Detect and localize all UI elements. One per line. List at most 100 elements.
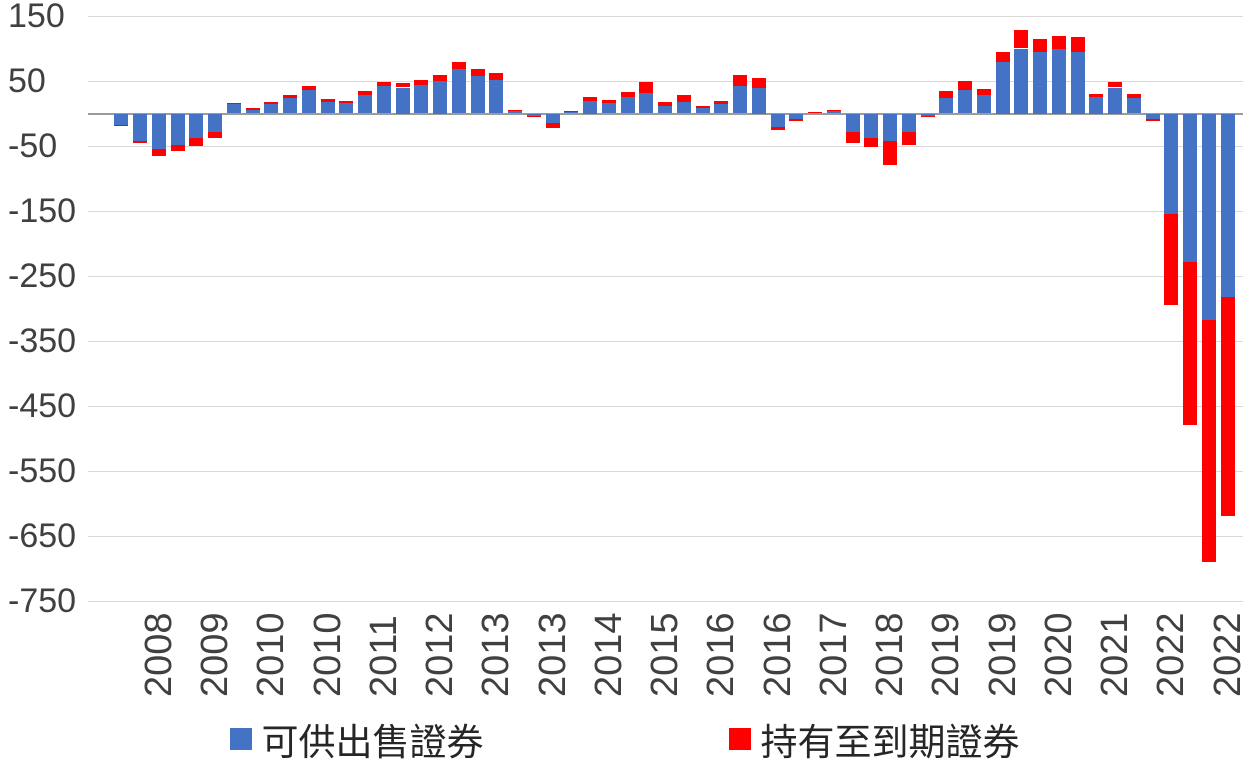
bar-segment-afs xyxy=(133,113,148,141)
bar-segment-afs xyxy=(489,79,504,114)
x-axis-label: 2011 xyxy=(362,615,405,697)
gridline xyxy=(88,601,1243,602)
bar-segment-htm xyxy=(789,118,804,121)
legend-marker-htm-icon xyxy=(728,728,751,750)
bar-segment-htm xyxy=(470,69,485,76)
bar-segment-htm xyxy=(845,131,860,144)
bar-segment-afs xyxy=(770,113,785,127)
bar-segment-afs xyxy=(564,111,579,114)
gridline xyxy=(88,471,1243,472)
bar-segment-htm xyxy=(264,101,279,105)
bar-segment-afs xyxy=(433,81,448,114)
bar-segment-htm xyxy=(639,82,654,93)
bar-segment-htm xyxy=(395,82,410,88)
x-axis-label: 2016 xyxy=(756,612,799,697)
bar-segment-htm xyxy=(545,122,560,128)
bar-segment-htm xyxy=(339,100,354,104)
bar-segment-htm xyxy=(1051,35,1066,49)
y-axis-label: 150 xyxy=(8,0,65,35)
bar-segment-htm xyxy=(189,138,204,146)
bar-segment-afs xyxy=(301,90,316,114)
bar-segment-afs xyxy=(620,96,635,114)
bar-segment-htm xyxy=(808,111,823,113)
legend-label-htm: 持有至到期證券 xyxy=(760,722,1020,763)
gridline xyxy=(88,276,1243,277)
legend: 可供出售證券 持有至到期證券 xyxy=(0,712,1249,766)
x-axis-label: 2012 xyxy=(419,612,462,697)
bar-segment-afs xyxy=(1145,113,1160,119)
bar-segment-afs xyxy=(170,113,185,145)
bar-segment-afs xyxy=(526,113,541,117)
x-axis-label: 2010 xyxy=(250,612,293,697)
y-axis-label: -350 xyxy=(8,322,77,360)
bar-segment-afs xyxy=(226,104,241,114)
zero-axis-line xyxy=(88,112,1243,115)
bar-segment-afs xyxy=(245,109,260,114)
x-axis-label: 2013 xyxy=(475,612,518,697)
gridline xyxy=(88,146,1243,147)
bar-segment-htm xyxy=(901,131,916,145)
x-axis-label: 2009 xyxy=(194,612,237,697)
bar-segment-htm xyxy=(208,131,223,139)
bar-segment-htm xyxy=(864,138,879,148)
bar-segment-afs xyxy=(395,87,410,114)
bar-segment-afs xyxy=(1126,97,1141,114)
bar-segment-htm xyxy=(583,97,598,101)
bar-segment-htm xyxy=(620,92,635,97)
gridline xyxy=(88,211,1243,212)
legend-marker-afs-icon xyxy=(229,728,252,750)
bar-segment-htm xyxy=(508,110,523,112)
bar-segment-htm xyxy=(376,82,391,87)
bar-segment-htm xyxy=(226,103,241,105)
bar-segment-htm xyxy=(826,110,841,112)
bar-segment-afs xyxy=(864,113,879,139)
bar-segment-afs xyxy=(583,100,598,114)
bar-segment-afs xyxy=(320,101,335,114)
bar-segment-afs xyxy=(808,112,823,114)
bar-segment-afs xyxy=(883,113,898,141)
bar-segment-afs xyxy=(1220,113,1235,297)
bar-segment-htm xyxy=(489,73,504,80)
bar-segment-afs xyxy=(1051,48,1066,114)
x-axis-label: 2013 xyxy=(531,612,574,697)
bar-segment-afs xyxy=(189,113,204,139)
bar-segment-htm xyxy=(920,116,935,118)
bar-segment-htm xyxy=(245,107,260,110)
bar-segment-htm xyxy=(976,88,991,96)
bar-segment-afs xyxy=(976,95,991,114)
bar-segment-htm xyxy=(151,149,166,156)
bar-segment-htm xyxy=(301,85,316,91)
bar-segment-afs xyxy=(1089,97,1104,114)
bar-segment-htm xyxy=(695,105,710,109)
bar-segment-htm xyxy=(676,95,691,102)
x-axis-label: 2022 xyxy=(1150,612,1193,697)
gridline xyxy=(88,16,1243,17)
plot-area xyxy=(88,16,1243,602)
x-axis-label: 2017 xyxy=(812,612,855,697)
bar-segment-afs xyxy=(789,113,804,119)
x-axis-label: 2008 xyxy=(137,612,180,697)
bar-segment-afs xyxy=(451,69,466,114)
bar-segment-afs xyxy=(339,103,354,114)
bar-segment-afs xyxy=(1033,51,1048,114)
bar-segment-afs xyxy=(658,105,673,114)
bar-segment-htm xyxy=(564,110,579,112)
bar-segment-afs xyxy=(1108,87,1123,114)
bar-segment-afs xyxy=(751,87,766,114)
bar-segment-htm xyxy=(1014,30,1029,49)
bar-segment-afs xyxy=(601,103,616,114)
bar-segment-afs xyxy=(470,75,485,114)
bar-segment-htm xyxy=(1070,37,1085,52)
bar-segment-afs xyxy=(826,110,841,114)
x-axis-label: 2019 xyxy=(925,612,968,697)
legend-item-htm: 持有至到期證券 xyxy=(728,712,1020,766)
bar-segment-htm xyxy=(451,61,466,70)
x-axis-label: 2021 xyxy=(1094,612,1137,697)
bar-segment-afs xyxy=(958,90,973,114)
bar-segment-htm xyxy=(1201,320,1216,562)
gridline xyxy=(88,536,1243,537)
bar-segment-afs xyxy=(676,101,691,114)
bar-segment-afs xyxy=(114,113,129,126)
y-axis-label: -250 xyxy=(8,257,77,295)
bar-segment-htm xyxy=(995,51,1010,62)
